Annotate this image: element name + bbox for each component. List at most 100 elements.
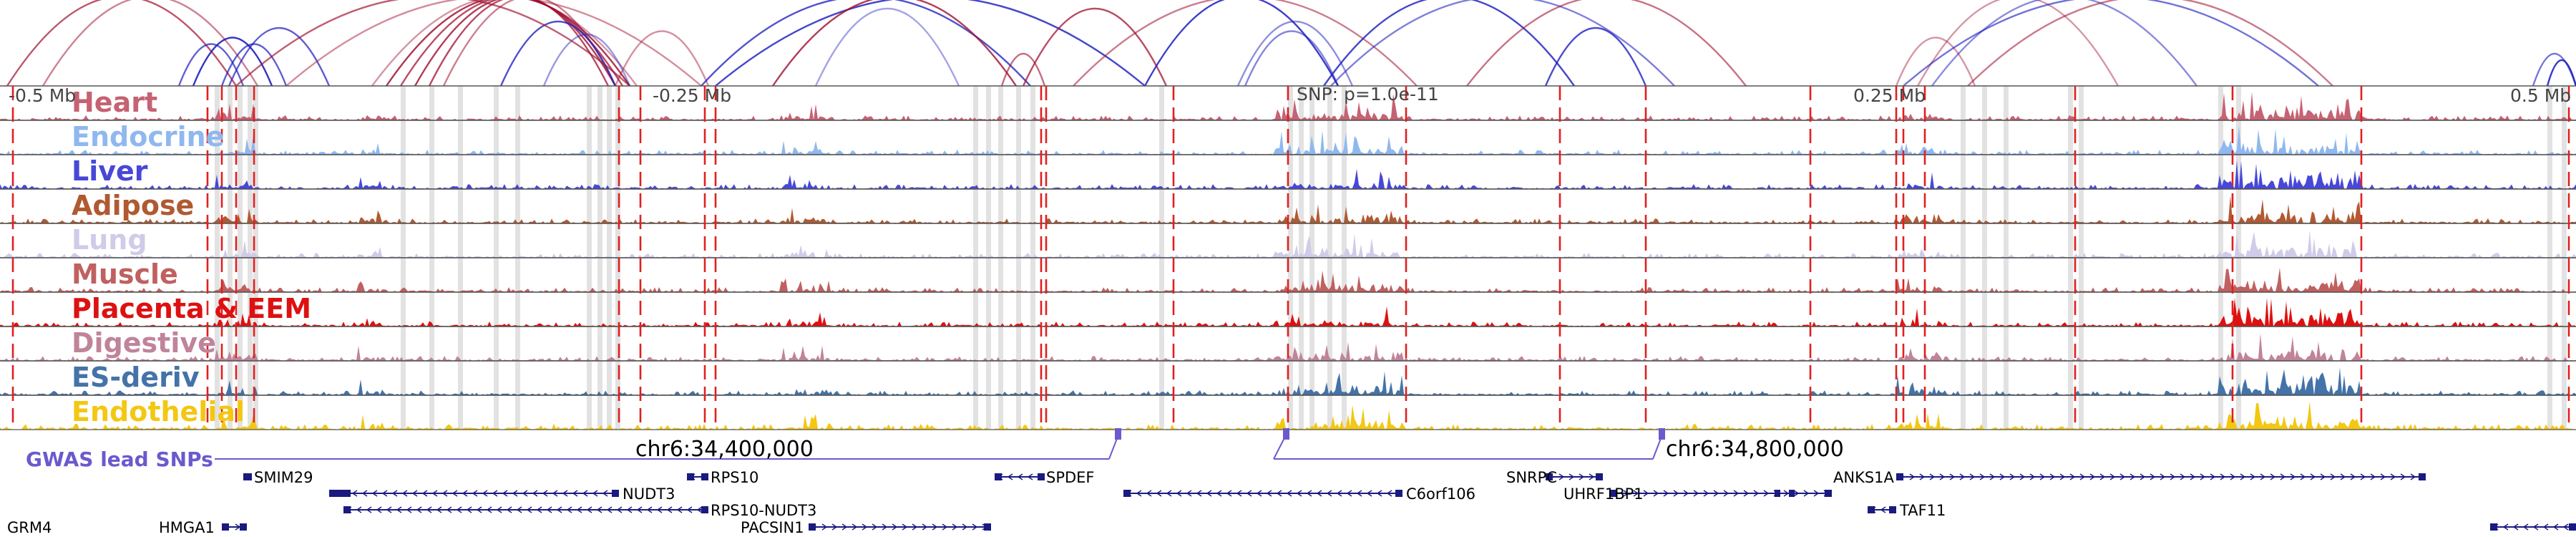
strand-arrow [416, 506, 422, 513]
strand-arrow [1386, 490, 1392, 497]
strand-arrow [2029, 473, 2036, 480]
strand-arrow [1356, 490, 1362, 497]
gene-label: TAF11 [1899, 502, 1946, 519]
gene-exon [1395, 490, 1402, 497]
strand-arrow [1703, 490, 1709, 497]
strand-arrow [1246, 490, 1252, 497]
gene-exon [1775, 490, 1780, 497]
gene-grm4: GRM4 [7, 519, 2576, 536]
strand-arrow [1989, 473, 1996, 480]
strand-arrow [2310, 473, 2316, 480]
strand-arrow [441, 490, 448, 497]
interaction-arc [442, 0, 617, 87]
gene-exon [1896, 473, 1903, 480]
gene-exon [984, 523, 991, 531]
strand-arrow [2410, 473, 2416, 480]
strand-arrow [1919, 473, 1926, 480]
strand-arrow [1226, 490, 1232, 497]
strand-arrow [656, 506, 663, 513]
strand-arrow [1156, 490, 1162, 497]
strand-arrow [2099, 473, 2106, 480]
interaction-arc [386, 0, 630, 87]
interaction-arc [414, 0, 617, 87]
interaction-arc [2532, 53, 2576, 87]
strand-arrow [2512, 523, 2519, 531]
gene-label: UHRF1BP1 [1563, 485, 1644, 503]
signal-area [0, 367, 2576, 395]
strand-arrow [646, 506, 653, 513]
gene-exon [2569, 523, 2576, 531]
strand-arrow [1276, 490, 1282, 497]
interaction-arc [772, 0, 1017, 87]
gene-exon [1038, 473, 1045, 480]
strand-arrow [2370, 473, 2376, 480]
strand-arrow [426, 506, 432, 513]
signal-area [0, 401, 2576, 430]
axis-tick-label: 0.25 Mb [1853, 85, 1926, 106]
track-label: Placenta & EEM [72, 293, 311, 324]
strand-arrow [2522, 523, 2529, 531]
strand-arrow [2280, 473, 2286, 480]
gene-label: RPS10 [711, 469, 758, 486]
strand-arrow [942, 523, 948, 531]
strand-arrow [411, 490, 418, 497]
gene-label: RPS10-NUDT3 [711, 502, 816, 519]
gene-pacsin1: PACSIN1 [741, 519, 991, 536]
strand-arrow [2180, 473, 2186, 480]
interaction-arc [1466, 0, 1747, 87]
gene-exon [240, 523, 247, 531]
strand-arrow [1733, 490, 1740, 497]
strand-arrow [2250, 473, 2256, 480]
strand-arrow [696, 506, 703, 513]
strand-arrow [1186, 490, 1192, 497]
strand-arrow [831, 523, 838, 531]
strand-arrow [2009, 473, 2016, 480]
strand-arrow [1366, 490, 1372, 497]
strand-arrow [1643, 490, 1649, 497]
strand-arrow [1376, 490, 1382, 497]
strand-arrow [1296, 490, 1302, 497]
interaction-arc [371, 0, 638, 87]
strand-arrow [566, 506, 572, 513]
interaction-arc [220, 43, 288, 87]
strand-arrow [2089, 473, 2096, 480]
strand-arrow [456, 506, 462, 513]
strand-arrow [2200, 473, 2206, 480]
strand-arrow [1979, 473, 1986, 480]
strand-arrow [1723, 490, 1729, 497]
strand-arrow [892, 523, 898, 531]
gene-hmga1: HMGA1 [159, 519, 247, 536]
strand-arrow [2109, 473, 2116, 480]
strand-arrow [1146, 490, 1152, 497]
interaction-arcs [6, 0, 2576, 87]
strand-arrow [351, 490, 358, 497]
strand-arrow [686, 506, 693, 513]
strand-arrow [2039, 473, 2046, 480]
strand-arrow [1633, 490, 1639, 497]
strand-arrow [872, 523, 878, 531]
strand-arrow [2390, 473, 2396, 480]
strand-arrow [841, 523, 848, 531]
strand-arrow [1929, 473, 1936, 480]
track-label: Heart [72, 87, 157, 118]
strand-arrow [902, 523, 908, 531]
strand-arrow [2502, 523, 2509, 531]
strand-arrow [556, 506, 562, 513]
strand-arrow [2300, 473, 2306, 480]
strand-arrow [2140, 473, 2146, 480]
strand-arrow [532, 490, 538, 497]
strand-arrow [972, 523, 978, 531]
gene-label: PACSIN1 [741, 519, 804, 536]
track-label: Muscle [72, 258, 178, 290]
strand-arrow [472, 490, 478, 497]
strand-arrow [452, 490, 458, 497]
strand-arrow [2190, 473, 2196, 480]
strand-arrow [1166, 490, 1172, 497]
strand-arrow [492, 490, 498, 497]
strand-arrow [932, 523, 938, 531]
strand-arrow [1793, 490, 1800, 497]
gene-taf11: TAF11 [1868, 502, 1946, 519]
strand-arrow [2380, 473, 2386, 480]
strand-arrow [516, 506, 522, 513]
gene-track: SMIM29 RPS10 SPDEF SNRPC ANKS1A NUDT3 C6orf106… [7, 469, 2576, 536]
